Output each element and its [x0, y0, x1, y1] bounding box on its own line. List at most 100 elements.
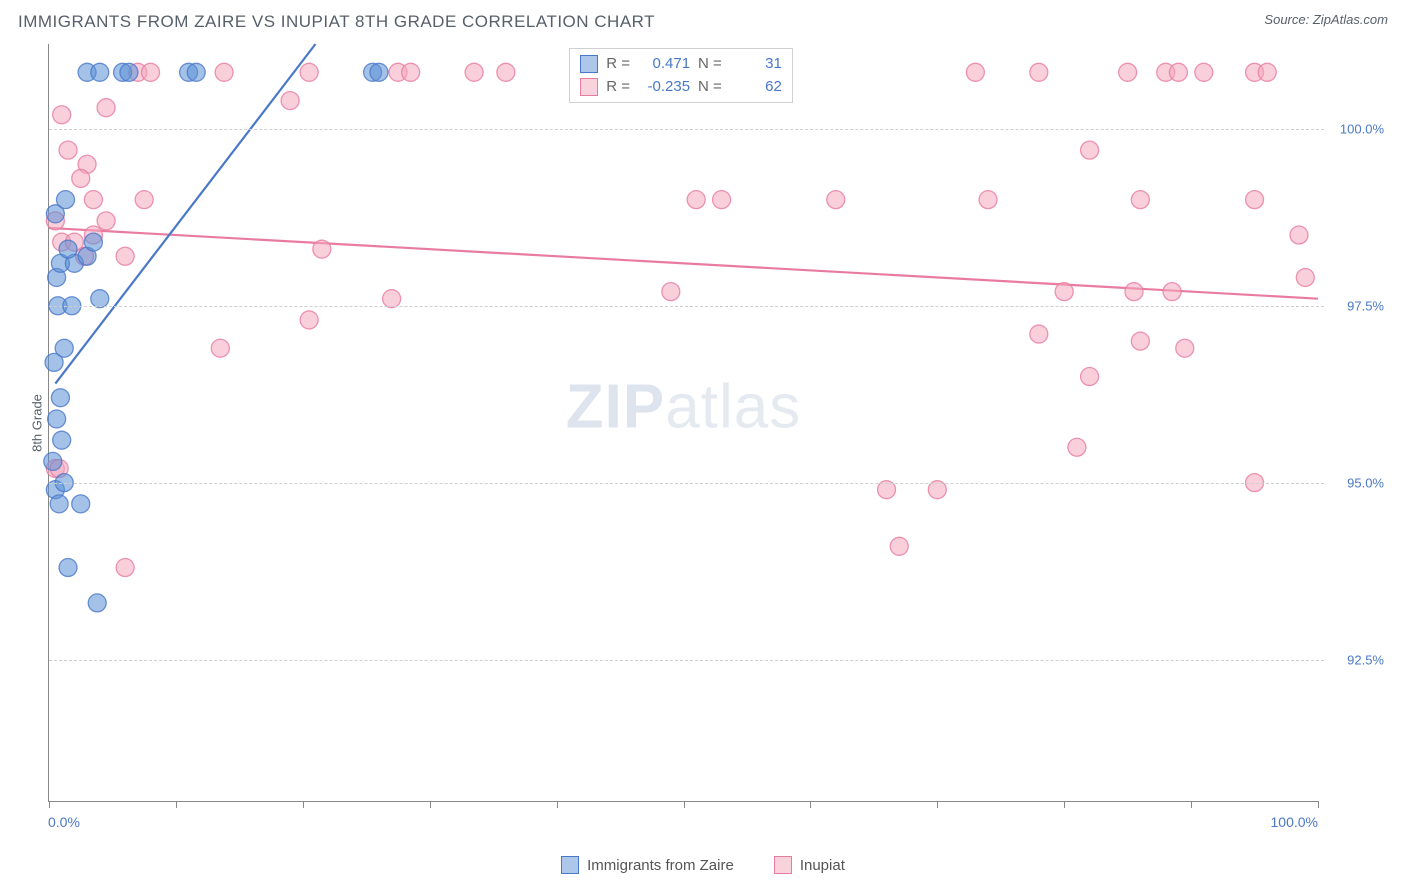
- data-point: [120, 63, 138, 81]
- data-point: [1296, 268, 1314, 286]
- data-point: [1131, 332, 1149, 350]
- x-tick: [1191, 801, 1192, 808]
- plot-svg: [49, 44, 1318, 801]
- stat-N-blue: 31: [730, 53, 782, 76]
- data-point: [313, 240, 331, 258]
- data-point: [50, 495, 68, 513]
- swatch-blue: [580, 55, 598, 73]
- x-tick: [303, 801, 304, 808]
- legend-label-blue: Immigrants from Zaire: [587, 857, 734, 874]
- chart-header: IMMIGRANTS FROM ZAIRE VS INUPIAT 8TH GRA…: [0, 0, 1406, 40]
- data-point: [142, 63, 160, 81]
- x-tick: [430, 801, 431, 808]
- x-tick: [1318, 801, 1319, 808]
- y-tick-label: 97.5%: [1326, 298, 1384, 313]
- data-point: [1176, 339, 1194, 357]
- data-point: [53, 431, 71, 449]
- data-point: [1125, 283, 1143, 301]
- legend-label-pink: Inupiat: [800, 857, 845, 874]
- data-point: [979, 191, 997, 209]
- y-tick-label: 100.0%: [1326, 121, 1384, 136]
- stats-legend-box: R = 0.471 N = 31 R = -0.235 N = 62: [569, 48, 793, 103]
- stats-row-pink: R = -0.235 N = 62: [580, 76, 782, 99]
- data-point: [56, 191, 74, 209]
- stat-N-label: N =: [698, 76, 722, 99]
- data-point: [1290, 226, 1308, 244]
- stat-R-label: R =: [606, 53, 630, 76]
- data-point: [88, 594, 106, 612]
- data-point: [72, 495, 90, 513]
- data-point: [890, 537, 908, 555]
- chart-title: IMMIGRANTS FROM ZAIRE VS INUPIAT 8TH GRA…: [18, 12, 655, 32]
- legend-swatch-pink: [774, 856, 792, 874]
- data-point: [1081, 141, 1099, 159]
- data-point: [59, 141, 77, 159]
- plot-area: ZIPatlas 8th Grade R = 0.471 N = 31 R = …: [48, 44, 1318, 802]
- data-point: [966, 63, 984, 81]
- x-axis-labels: 0.0% 100.0%: [48, 814, 1318, 834]
- legend-item-blue: Immigrants from Zaire: [561, 856, 734, 874]
- y-axis-label: 8th Grade: [30, 394, 45, 452]
- data-point: [1030, 63, 1048, 81]
- data-point: [84, 191, 102, 209]
- data-point: [97, 99, 115, 117]
- data-point: [53, 106, 71, 124]
- data-point: [59, 559, 77, 577]
- data-point: [187, 63, 205, 81]
- data-point: [59, 240, 77, 258]
- bottom-legend: Immigrants from Zaire Inupiat: [0, 856, 1406, 874]
- data-point: [1081, 368, 1099, 386]
- data-point: [55, 339, 73, 357]
- source-attribution: Source: ZipAtlas.com: [1264, 12, 1388, 27]
- data-point: [116, 247, 134, 265]
- data-point: [1119, 63, 1137, 81]
- x-axis-min-label: 0.0%: [48, 814, 80, 830]
- stat-N-label: N =: [698, 53, 722, 76]
- data-point: [51, 389, 69, 407]
- data-point: [44, 452, 62, 470]
- swatch-pink: [580, 78, 598, 96]
- y-tick-label: 92.5%: [1326, 652, 1384, 667]
- legend-swatch-blue: [561, 856, 579, 874]
- data-point: [713, 191, 731, 209]
- source-link[interactable]: ZipAtlas.com: [1313, 12, 1388, 27]
- x-tick: [176, 801, 177, 808]
- data-point: [116, 559, 134, 577]
- data-point: [1246, 191, 1264, 209]
- data-point: [72, 169, 90, 187]
- trend-line: [55, 44, 315, 384]
- data-point: [497, 63, 515, 81]
- x-axis-max-label: 100.0%: [1271, 814, 1318, 830]
- gridline: [49, 483, 1324, 484]
- data-point: [1068, 438, 1086, 456]
- data-point: [281, 92, 299, 110]
- legend-item-pink: Inupiat: [774, 856, 845, 874]
- data-point: [1169, 63, 1187, 81]
- gridline: [49, 129, 1324, 130]
- stats-row-blue: R = 0.471 N = 31: [580, 53, 782, 76]
- data-point: [370, 63, 388, 81]
- stat-R-pink: -0.235: [638, 76, 690, 99]
- x-tick: [810, 801, 811, 808]
- data-point: [84, 233, 102, 251]
- data-point: [1131, 191, 1149, 209]
- gridline: [49, 306, 1324, 307]
- source-label: Source:: [1264, 12, 1309, 27]
- data-point: [48, 410, 66, 428]
- x-tick: [684, 801, 685, 808]
- data-point: [1030, 325, 1048, 343]
- x-tick: [1064, 801, 1065, 808]
- data-point: [1258, 63, 1276, 81]
- data-point: [402, 63, 420, 81]
- data-point: [215, 63, 233, 81]
- stat-R-label: R =: [606, 76, 630, 99]
- data-point: [91, 63, 109, 81]
- data-point: [300, 311, 318, 329]
- y-tick-label: 95.0%: [1326, 475, 1384, 490]
- data-point: [1163, 283, 1181, 301]
- data-point: [135, 191, 153, 209]
- data-point: [465, 63, 483, 81]
- stat-N-pink: 62: [730, 76, 782, 99]
- data-point: [97, 212, 115, 230]
- data-point: [1195, 63, 1213, 81]
